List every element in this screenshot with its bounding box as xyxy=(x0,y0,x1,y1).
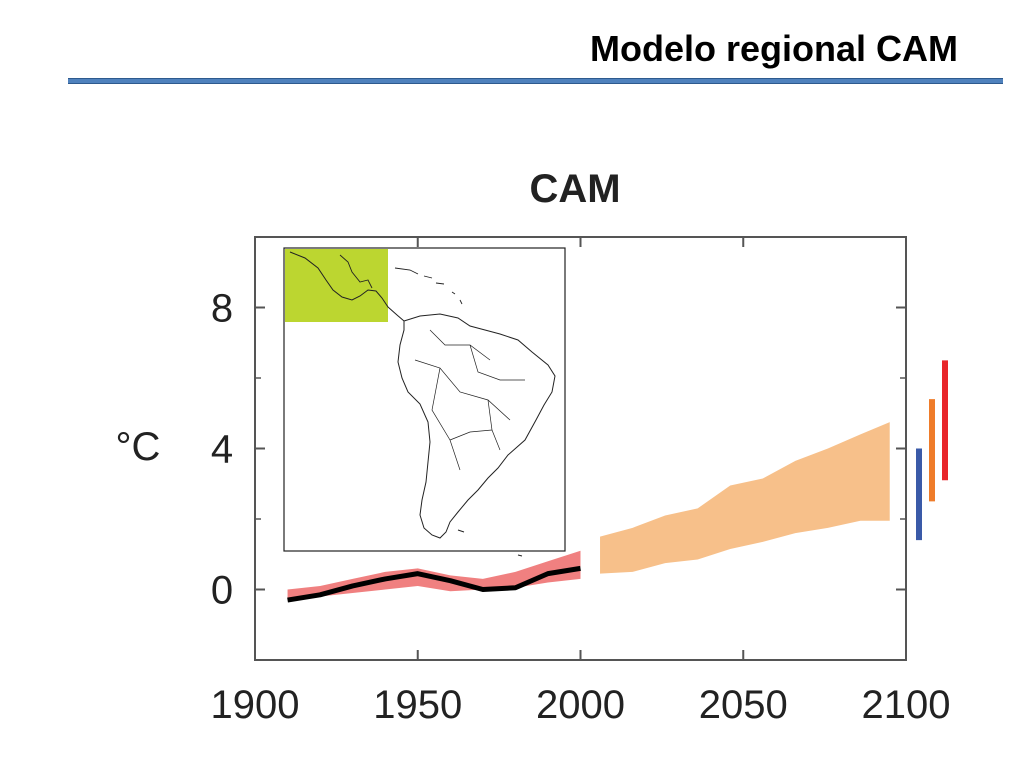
inset-map xyxy=(283,247,566,557)
x-tick-label: 1900 xyxy=(211,683,300,727)
cam-region-highlight xyxy=(285,249,388,322)
title-underline-rule xyxy=(68,78,1003,84)
yucatan-outline xyxy=(339,254,373,289)
country-borders xyxy=(414,329,525,471)
x-tick-label: 2050 xyxy=(699,683,788,727)
chart-title: CAM xyxy=(529,167,620,211)
south-america-outline xyxy=(397,313,556,539)
x-tick-label: 1950 xyxy=(373,683,462,727)
data-layer xyxy=(287,360,948,603)
tick-layer: 1900 1950 2000 2050 2100 0 4 8 xyxy=(211,236,951,727)
caribbean-islands xyxy=(394,267,463,305)
y-tick-label: 8 xyxy=(211,287,233,331)
central-america-outline xyxy=(289,251,405,322)
observed-temperature-line xyxy=(287,565,581,603)
y-tick-label: 0 xyxy=(211,569,233,613)
y-tick-label: 4 xyxy=(211,428,233,472)
slide-title: Modelo regional CAM xyxy=(590,28,958,69)
falkland-islands xyxy=(457,529,523,557)
projection-range-band xyxy=(600,422,890,574)
x-tick-label: 2100 xyxy=(862,683,951,727)
y-axis-label: °C xyxy=(116,425,161,469)
x-tick-label: 2000 xyxy=(536,683,625,727)
